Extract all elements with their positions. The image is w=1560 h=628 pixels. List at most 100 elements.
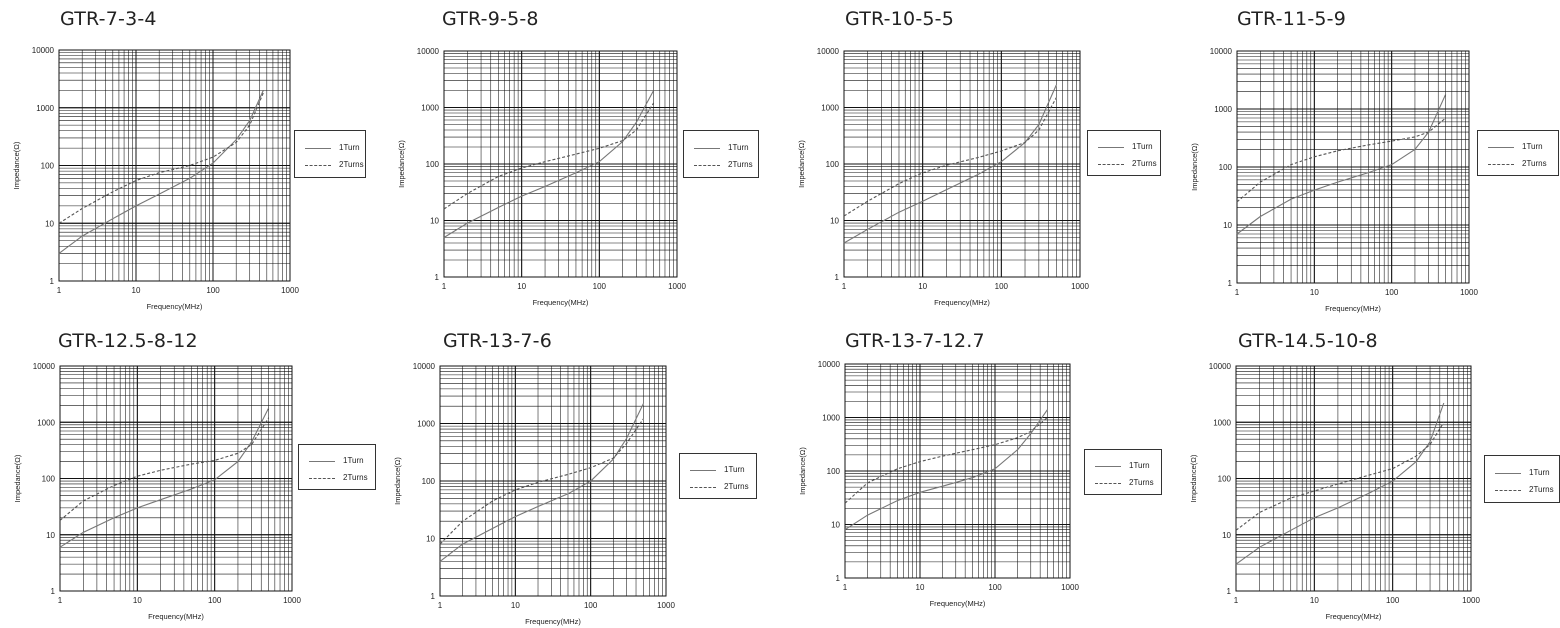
x-tick-label: 100 — [1386, 596, 1400, 605]
x-tick-label: 100 — [995, 282, 1009, 291]
y-tick-label: 100 — [1218, 475, 1232, 484]
y-tick-label: 10 — [426, 535, 435, 544]
x-tick-label: 1 — [1235, 288, 1240, 297]
legend-swatch-dashed — [305, 165, 331, 166]
legend-label: 1Turn — [1132, 142, 1153, 151]
legend-label: 2Turns — [339, 160, 364, 169]
plot-frame — [58, 49, 291, 282]
x-axis-label: Frequency(MHz) — [148, 612, 204, 621]
chart-title: GTR-13-7-6 — [443, 330, 553, 352]
y-tick-label: 1 — [1228, 279, 1233, 288]
legend: 1Turn 2Turns — [679, 453, 757, 499]
chart-title: GTR-12.5-8-12 — [58, 330, 198, 352]
series-1turn-line — [58, 90, 264, 254]
legend: 1Turn 2Turns — [1084, 449, 1162, 495]
x-tick-label: 1000 — [1460, 288, 1478, 297]
legend-swatch-dashed — [694, 165, 720, 166]
x-tick-label: 1 — [57, 286, 62, 295]
legend-item: 2Turns — [680, 481, 756, 493]
grid — [443, 50, 678, 278]
plot-frame — [843, 50, 1081, 278]
y-tick-label: 1000 — [417, 420, 435, 429]
legend-item: 2Turns — [684, 159, 758, 171]
series-2turns-line — [844, 417, 1048, 504]
x-tick-label: 10 — [132, 286, 141, 295]
legend-label: 1Turn — [339, 143, 360, 152]
series-1turn-line — [439, 403, 644, 562]
series-1turn-line — [443, 90, 655, 238]
x-tick-label: 100 — [206, 286, 220, 295]
legend-swatch-solid — [1098, 147, 1124, 148]
y-tick-label: 1000 — [37, 418, 55, 427]
legend-item: 1Turn — [299, 455, 375, 467]
chart-title: GTR-14.5-10-8 — [1238, 330, 1378, 352]
y-tick-label: 100 — [41, 162, 55, 171]
x-tick-label: 10 — [1310, 596, 1319, 605]
y-tick-label: 1 — [50, 277, 55, 286]
x-tick-label: 1000 — [281, 286, 299, 295]
x-tick-label: 10 — [517, 282, 526, 291]
legend-item: 2Turns — [1478, 158, 1558, 170]
x-axis-label: Frequency(MHz) — [934, 298, 990, 307]
legend-label: 2Turns — [728, 160, 753, 169]
y-tick-label: 100 — [42, 475, 56, 484]
legend-swatch-solid — [305, 148, 331, 149]
legend-swatch-dashed — [1095, 483, 1121, 484]
x-tick-label: 1000 — [657, 601, 675, 610]
y-tick-label: 100 — [827, 467, 841, 476]
y-tick-label: 10000 — [33, 362, 56, 371]
legend-item: 1Turn — [1485, 467, 1559, 479]
legend-swatch-solid — [1095, 466, 1121, 467]
legend-item: 1Turn — [1088, 141, 1160, 153]
y-axis-label: Impedance(Ω) — [12, 141, 21, 189]
x-tick-label: 100 — [988, 583, 1002, 592]
x-tick-label: 100 — [593, 282, 607, 291]
y-tick-label: 1 — [835, 273, 840, 282]
y-tick-label: 10000 — [1210, 47, 1233, 56]
legend-swatch-solid — [1495, 473, 1521, 474]
legend-swatch-solid — [690, 470, 716, 471]
x-axis-label: Frequency(MHz) — [147, 302, 203, 311]
legend-swatch-solid — [694, 148, 720, 149]
x-tick-label: 100 — [584, 601, 598, 610]
legend-item: 1Turn — [684, 142, 758, 154]
legend: 1Turn 2Turns — [683, 130, 759, 178]
x-tick-label: 1000 — [283, 596, 301, 605]
series-2turns-line — [439, 418, 644, 545]
legend-item: 1Turn — [1085, 460, 1161, 472]
legend: 1Turn 2Turns — [1477, 130, 1559, 176]
y-tick-label: 100 — [826, 160, 840, 169]
series-2turns-line — [1235, 422, 1445, 531]
x-tick-label: 1 — [442, 282, 447, 291]
plot-frame — [59, 365, 293, 592]
plot-frame — [1235, 365, 1472, 592]
grid — [1235, 365, 1472, 592]
x-tick-label: 10 — [916, 583, 925, 592]
grid — [843, 50, 1081, 278]
legend-label: 2Turns — [343, 473, 368, 482]
y-tick-label: 1000 — [421, 104, 439, 113]
x-axis-label: Frequency(MHz) — [1326, 612, 1382, 621]
x-tick-label: 1 — [843, 583, 848, 592]
legend-label: 1Turn — [728, 143, 749, 152]
x-tick-label: 10 — [1310, 288, 1319, 297]
y-tick-label: 1000 — [821, 104, 839, 113]
legend-item: 2Turns — [1088, 158, 1160, 170]
y-tick-label: 10 — [1223, 221, 1232, 230]
legend: 1Turn 2Turns — [1484, 455, 1560, 503]
legend-item: 2Turns — [299, 472, 375, 484]
chart-title: GTR-9-5-8 — [442, 8, 539, 30]
x-axis-label: Frequency(MHz) — [930, 599, 986, 608]
chart-title: GTR-13-7-12.7 — [845, 330, 985, 352]
y-tick-label: 1000 — [1213, 418, 1231, 427]
x-tick-label: 1 — [438, 601, 443, 610]
y-axis-label: Impedance(Ω) — [1189, 454, 1198, 502]
y-tick-label: 10000 — [413, 362, 436, 371]
plot-frame — [844, 363, 1071, 579]
